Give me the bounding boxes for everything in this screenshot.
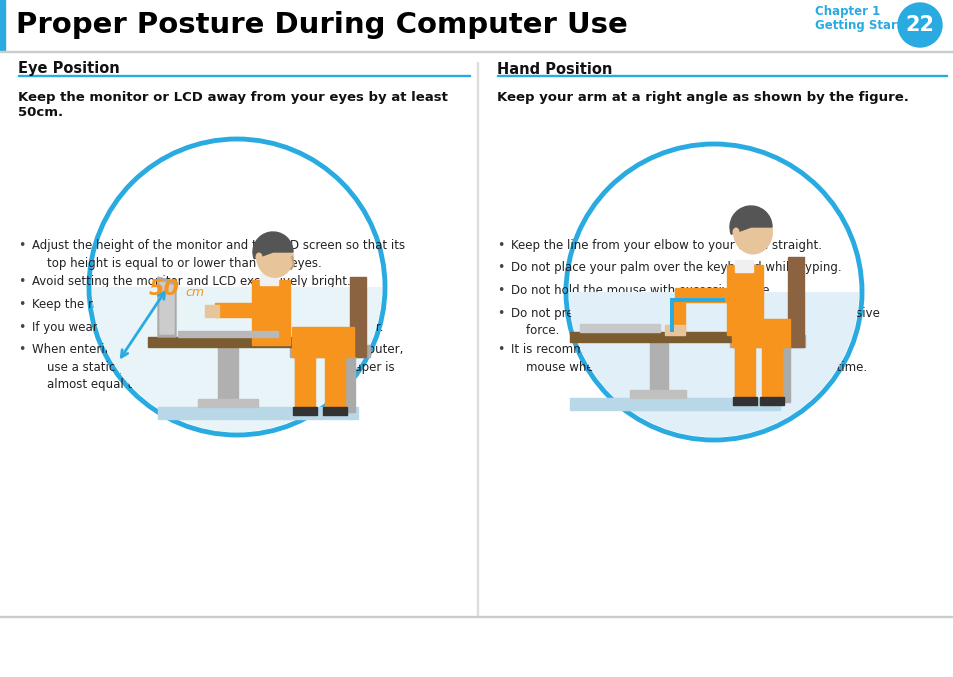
Text: •: • [18,239,26,252]
Text: Eye Position: Eye Position [18,62,120,77]
Bar [760,397,783,405]
Bar [0,616,953,617]
Text: •: • [18,343,26,356]
Circle shape [565,144,862,440]
Text: •: • [18,320,26,334]
Bar [629,390,685,398]
Text: Keep your arm at a right angle as shown by the figure.: Keep your arm at a right angle as shown … [497,91,908,104]
Text: •: • [497,261,504,274]
Bar [198,399,257,407]
Bar [294,357,305,412]
Text: 50: 50 [149,279,180,299]
Bar [205,305,219,317]
Bar [669,298,724,302]
Bar [290,345,370,357]
Bar [325,356,345,412]
Polygon shape [160,281,173,334]
Text: Do not press the keyboard, touchpad or mouse with excessive
    force.: Do not press the keyboard, touchpad or m… [511,307,879,337]
Text: Keep the monitor and LCD screen clean.: Keep the monitor and LCD screen clean. [32,298,270,311]
Ellipse shape [732,209,772,255]
Bar [218,347,237,402]
Circle shape [89,139,385,435]
Bar [0,0,953,50]
Bar [569,398,780,410]
Text: When entering contents printed on a paper into the computer,
    use a static pa: When entering contents printed on a pape… [32,343,403,391]
Bar [0,51,953,52]
Text: Adjust the height of the monitor and the LCD screen so that its
    top height i: Adjust the height of the monitor and the… [32,239,405,269]
Bar [260,273,277,285]
Bar [726,265,762,335]
Bar [292,327,354,357]
Bar [669,300,673,332]
Text: 50cm.: 50cm. [18,106,63,119]
Bar [579,324,659,332]
Circle shape [897,3,941,47]
Text: Keep the monitor or LCD away from your eyes by at least: Keep the monitor or LCD away from your e… [18,91,447,104]
Bar [18,74,470,76]
Wedge shape [253,232,293,259]
Polygon shape [158,277,175,337]
Text: 22: 22 [904,15,934,35]
Bar [649,342,667,392]
Bar [178,331,277,337]
Text: •: • [497,284,504,297]
Bar [731,319,789,347]
Bar [732,397,757,405]
Bar [780,346,789,402]
Bar [670,300,684,332]
Bar [761,346,781,402]
Wedge shape [91,287,381,432]
Bar [148,337,337,347]
Text: •: • [497,307,504,320]
Bar [345,357,355,412]
Bar [729,335,804,347]
Wedge shape [729,206,771,234]
Bar [497,74,946,76]
Bar [323,407,347,415]
Bar [476,62,477,615]
Text: •: • [18,276,26,288]
Bar [787,257,803,347]
Bar [734,260,752,272]
Bar [158,407,357,419]
Bar [252,280,290,345]
Text: Keep the line from your elbow to your hand straight.: Keep the line from your elbow to your ha… [511,239,821,252]
Text: Getting Started: Getting Started [814,18,918,32]
Bar [293,407,316,415]
Text: Do not place your palm over the keyboard while typing.: Do not place your palm over the keyboard… [511,261,841,274]
Bar [664,325,684,335]
Text: Hand Position: Hand Position [497,62,612,77]
Text: Proper Posture During Computer Use: Proper Posture During Computer Use [16,11,627,39]
Bar [734,346,744,402]
Bar [214,303,256,317]
Ellipse shape [255,253,262,261]
Text: If you wear glasses, clean them before using the computer.: If you wear glasses, clean them before u… [32,320,383,334]
Text: •: • [497,239,504,252]
Text: Do not hold the mouse with excessive force.: Do not hold the mouse with excessive for… [511,284,773,297]
Text: cm: cm [185,286,204,299]
Bar [350,277,366,357]
Wedge shape [568,292,858,437]
Ellipse shape [255,236,294,278]
Text: •: • [18,298,26,311]
Bar [675,288,729,302]
Bar [294,356,314,412]
Bar [569,332,764,342]
Text: It is recommended connecting an external keyboard and
    mouse when using the c: It is recommended connecting an external… [511,343,866,374]
Text: Chapter 1: Chapter 1 [814,5,880,18]
Text: Avoid setting the monitor and LCD excessively bright.: Avoid setting the monitor and LCD excess… [32,276,351,288]
Bar [734,346,754,402]
Ellipse shape [732,227,739,236]
Text: •: • [497,343,504,356]
Bar [0,0,5,50]
